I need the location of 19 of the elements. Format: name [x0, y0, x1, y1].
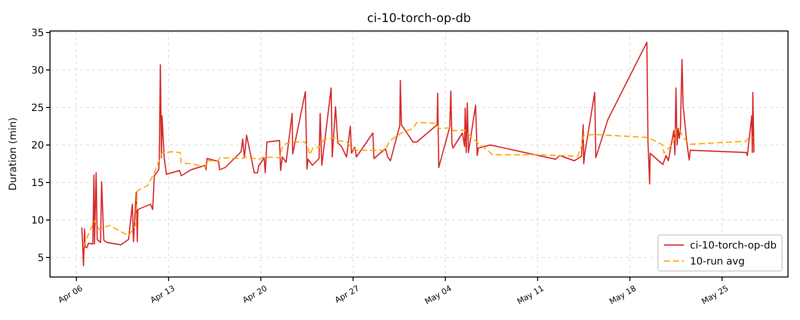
y-tick-label: 20: [31, 140, 44, 152]
x-tick-label: May 25: [700, 284, 730, 306]
y-tick-label: 30: [31, 66, 44, 76]
x-tick-label: Apr 20: [241, 284, 269, 305]
y-tick-label: 25: [31, 103, 44, 114]
y-tick-label: 15: [31, 178, 44, 189]
y-tick-label: 10: [31, 216, 44, 226]
x-tick-label: Apr 27: [333, 284, 361, 305]
x-tick-label: Apr 06: [56, 284, 84, 305]
legend-label: ci-10-torch-op-db: [690, 240, 777, 252]
x-tick-label: May 11: [516, 284, 546, 306]
x-tick-label: Apr 13: [148, 284, 176, 305]
x-tick-label: May 04: [423, 284, 454, 306]
y-tick-label: 5: [38, 253, 44, 264]
chart-title: ci-10-torch-op-db: [367, 11, 471, 25]
y-axis-title: Duration (min): [8, 117, 19, 191]
y-tick-label: 35: [31, 28, 44, 39]
legend-label: 10-run avg: [690, 256, 745, 268]
x-tick-label: May 18: [608, 284, 638, 306]
